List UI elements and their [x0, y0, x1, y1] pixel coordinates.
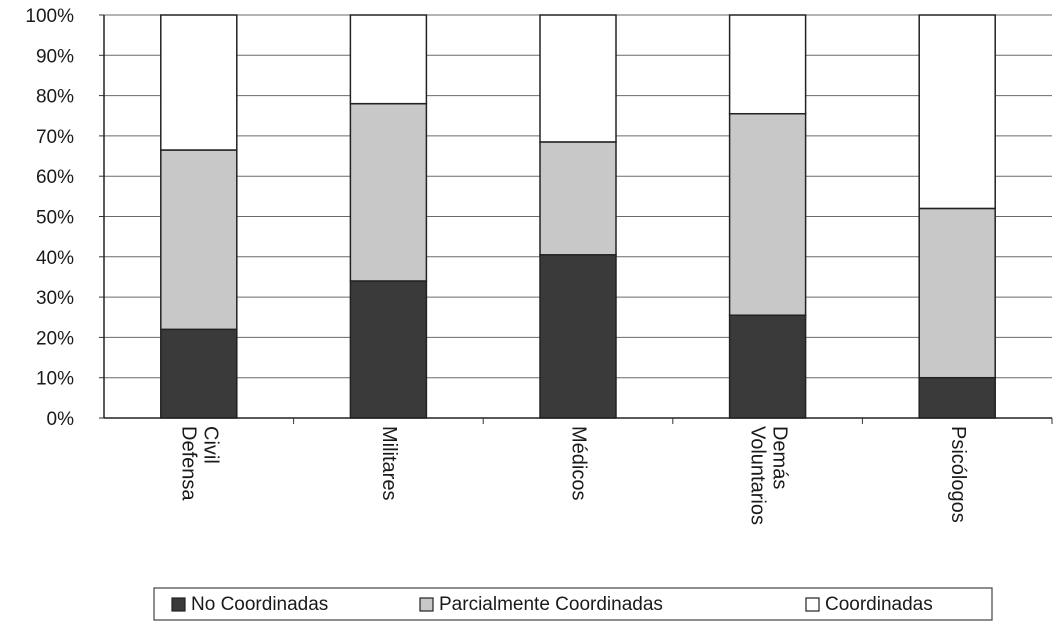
y-tick-label: 20% [36, 328, 74, 349]
bar-segment [539, 254, 617, 419]
bar-segment [728, 314, 807, 419]
y-tick-label: 70% [36, 127, 74, 148]
y-tick-label: 60% [36, 167, 74, 188]
x-category-label: Psicólogos [947, 426, 969, 523]
bar-segment [349, 14, 428, 105]
x-category-label: Voluntarios [746, 426, 768, 525]
y-tick-label: 10% [36, 369, 74, 390]
legend-label: Coordinadas [825, 594, 933, 615]
bar-segment [160, 328, 238, 419]
y-tick-label: 50% [36, 208, 74, 229]
legend-swatch [805, 597, 820, 612]
y-tick-label: 80% [36, 87, 74, 108]
x-category-label: Demás [768, 426, 790, 489]
bar-segment [160, 14, 238, 151]
legend-swatch [171, 597, 186, 612]
y-axis: 0% 10% 20% 30% 40% 50% 60% 70% 80% 90% 100% [25, 6, 105, 430]
legend-box [153, 587, 993, 621]
legend-label: Parcialmente Coordinadas [439, 594, 663, 615]
x-category-label: Militares [378, 426, 400, 500]
bar-segment [539, 141, 617, 256]
bar-segment [349, 280, 428, 419]
x-axis: Defensa Civil Militares Médicos Voluntarios D… [104, 417, 1053, 525]
bar-segment [918, 207, 996, 379]
legend-label: No Coordinadas [191, 594, 328, 615]
y-tick-label: 0% [47, 409, 75, 430]
x-category-label: Médicos [568, 426, 590, 500]
legend: No Coordinadas Parcialmente Coordinadas Co… [153, 587, 993, 621]
bars [160, 14, 996, 419]
bar-segment [349, 102, 428, 282]
y-tick-label: 90% [36, 46, 74, 67]
y-tick-label: 30% [36, 288, 74, 309]
x-category-label: Civil [200, 426, 222, 464]
y-tick-label: 100% [25, 6, 74, 27]
x-category-label: Defensa [178, 426, 200, 501]
bar-segment [918, 14, 996, 210]
legend-swatch [419, 597, 434, 612]
bar-segment [728, 14, 807, 115]
bar-segment [539, 14, 617, 143]
y-tick-label: 40% [36, 248, 74, 269]
bar-segment [918, 376, 996, 419]
bar-segment [728, 112, 807, 316]
bar-segment [160, 149, 238, 331]
